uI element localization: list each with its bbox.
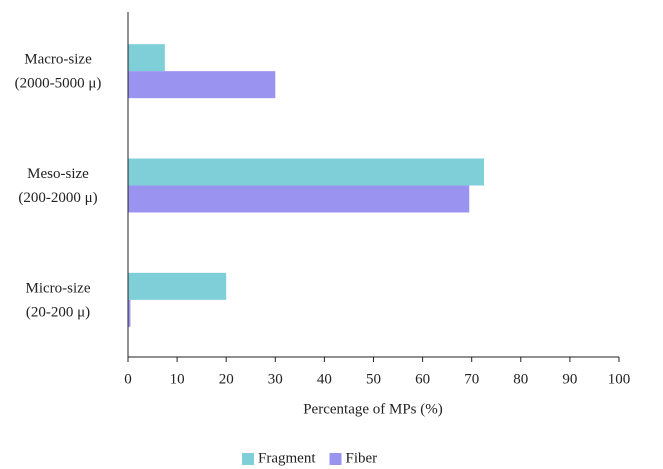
y-tick-label: Meso-size [27,166,89,182]
x-tick-label: 10 [170,371,185,387]
legend-label: Fiber [346,450,378,466]
x-tick-label: 70 [464,371,479,387]
bar [128,44,165,71]
bar [128,71,275,98]
x-tick-label: 100 [608,371,631,387]
chart: Percentage of MPs (%) 0 10 20 30 40 50 60 70 80 9… [0,0,663,469]
legend-swatch [242,453,254,465]
y-tick-label: Micro-size [26,280,91,296]
x-axis-label: Percentage of MPs (%) [303,401,443,417]
x-tick-label: 50 [366,371,381,387]
x-tick-label: 60 [415,371,430,387]
legend-swatch [330,453,342,465]
bar [128,159,484,186]
bar [128,273,226,300]
y-tick-label: (200-2000 μ) [18,190,97,206]
x-tick-label: 30 [268,371,283,387]
x-tick-label: 20 [219,371,234,387]
y-tick-label: (2000-5000 μ) [15,76,102,92]
x-tick-label: 80 [513,371,528,387]
x-tick-label: 90 [562,371,577,387]
bar [128,186,469,213]
legend-label: Fragment [258,450,316,466]
y-tick-label: Macro-size [24,52,92,68]
x-tick-label: 0 [124,371,132,387]
y-tick-label: (20-200 μ) [26,304,90,320]
x-tick-label: 40 [317,371,332,387]
